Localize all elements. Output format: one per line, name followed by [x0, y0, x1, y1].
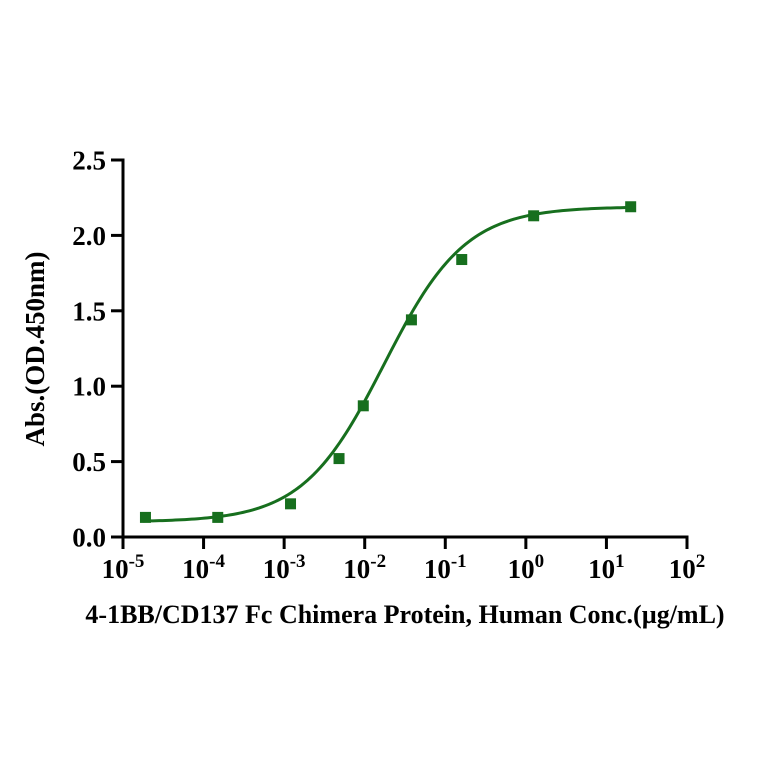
y-tick-label: 1.5 — [72, 296, 106, 326]
x-tick-label: 10-5 — [102, 551, 145, 584]
x-tick-label: 101 — [588, 551, 625, 584]
x-tick-label: 102 — [669, 551, 706, 584]
data-point-marker — [528, 210, 540, 222]
x-tick-label: 10-4 — [182, 551, 225, 584]
data-points — [139, 201, 637, 523]
y-axis-ticks: 0.0 0.5 1.0 1.5 2.0 2.5 — [72, 146, 123, 553]
x-tick-label: 10-1 — [424, 551, 467, 584]
x-axis-title: 4-1BB/CD137 Fc Chimera Protein, Human Co… — [85, 600, 724, 629]
data-point-marker — [285, 498, 297, 510]
y-tick-label: 2.5 — [72, 146, 106, 176]
y-axis-title: Abs.(OD.450nm) — [20, 251, 50, 446]
dose-response-curve — [143, 206, 630, 523]
x-tick-label: 10-3 — [263, 551, 306, 584]
axes — [121, 158, 689, 539]
data-point-marker — [456, 254, 468, 266]
y-tick-label: 0.5 — [72, 447, 106, 477]
x-axis-ticks: 10-5 10-4 10-3 10-2 10-1 100 101 102 — [102, 537, 706, 584]
data-point-marker — [139, 511, 151, 523]
x-tick-label: 100 — [508, 551, 545, 584]
data-point-marker — [625, 201, 637, 213]
data-point-marker — [333, 453, 345, 465]
x-tick-label: 10-2 — [343, 551, 386, 584]
data-point-marker — [405, 314, 417, 326]
data-point-marker — [212, 511, 224, 523]
data-point-marker — [357, 400, 369, 412]
y-tick-label: 2.0 — [72, 221, 106, 251]
y-tick-label: 1.0 — [72, 372, 106, 402]
y-tick-label: 0.0 — [72, 523, 106, 553]
